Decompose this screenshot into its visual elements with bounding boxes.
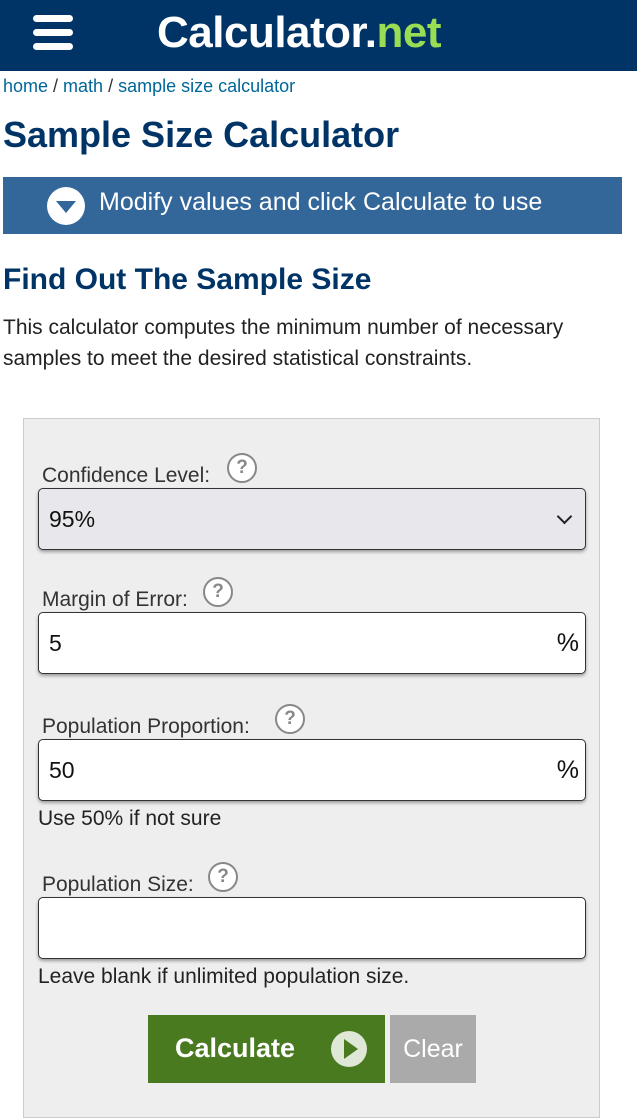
hamburger-menu-icon[interactable] xyxy=(33,15,73,51)
page-title: Sample Size Calculator xyxy=(3,114,400,155)
calculate-button[interactable]: Calculate xyxy=(148,1015,385,1083)
confidence-level-label: Confidence Level: xyxy=(42,464,211,487)
population-size-label: Population Size: xyxy=(42,873,194,896)
breadcrumb-home[interactable]: home xyxy=(3,76,49,96)
percent-unit: % xyxy=(556,629,579,657)
breadcrumb-separator: / xyxy=(48,76,64,96)
chevron-down-circle-icon xyxy=(47,187,85,225)
logo-dot: . xyxy=(364,8,377,57)
site-logo[interactable]: Calculator.net xyxy=(157,8,441,58)
breadcrumb-sample-size[interactable]: sample size calculator xyxy=(118,76,296,96)
modify-values-bar[interactable]: Modify values and click Calculate to use xyxy=(3,177,622,234)
population-size-input[interactable] xyxy=(38,897,586,959)
modify-values-text: Modify values and click Calculate to use xyxy=(99,188,543,216)
margin-of-error-value: 5 xyxy=(49,630,62,656)
top-bar: Calculator.net xyxy=(0,0,637,71)
intro-text: This calculator computes the minimum num… xyxy=(3,316,564,370)
logo-net: net xyxy=(376,8,441,57)
percent-unit: % xyxy=(556,756,579,784)
confidence-level-value: 95% xyxy=(49,506,96,532)
confidence-level-select[interactable]: 95% xyxy=(38,488,586,550)
breadcrumb-math[interactable]: math xyxy=(63,76,104,96)
help-icon[interactable]: ? xyxy=(275,704,305,734)
play-icon xyxy=(331,1031,367,1067)
chevron-down-icon xyxy=(556,508,573,525)
population-proportion-hint: Use 50% if not sure xyxy=(38,807,222,830)
help-icon[interactable]: ? xyxy=(208,862,238,892)
clear-button[interactable]: Clear xyxy=(390,1015,476,1083)
breadcrumb: home / math / sample size calculator xyxy=(3,76,295,97)
population-size-hint: Leave blank if unlimited population size… xyxy=(38,965,410,988)
population-proportion-input[interactable]: 50 % xyxy=(38,739,586,801)
section-title: Find Out The Sample Size xyxy=(3,263,372,296)
population-proportion-label: Population Proportion: xyxy=(42,715,250,738)
help-icon[interactable]: ? xyxy=(203,577,233,607)
population-proportion-value: 50 xyxy=(49,757,75,783)
breadcrumb-separator: / xyxy=(103,76,119,96)
margin-of-error-input[interactable]: 5 % xyxy=(38,612,586,674)
logo-main: Calculator xyxy=(157,8,365,57)
margin-of-error-label: Margin of Error: xyxy=(42,588,188,611)
calculate-label: Calculate xyxy=(175,1033,296,1063)
help-icon[interactable]: ? xyxy=(227,453,257,483)
